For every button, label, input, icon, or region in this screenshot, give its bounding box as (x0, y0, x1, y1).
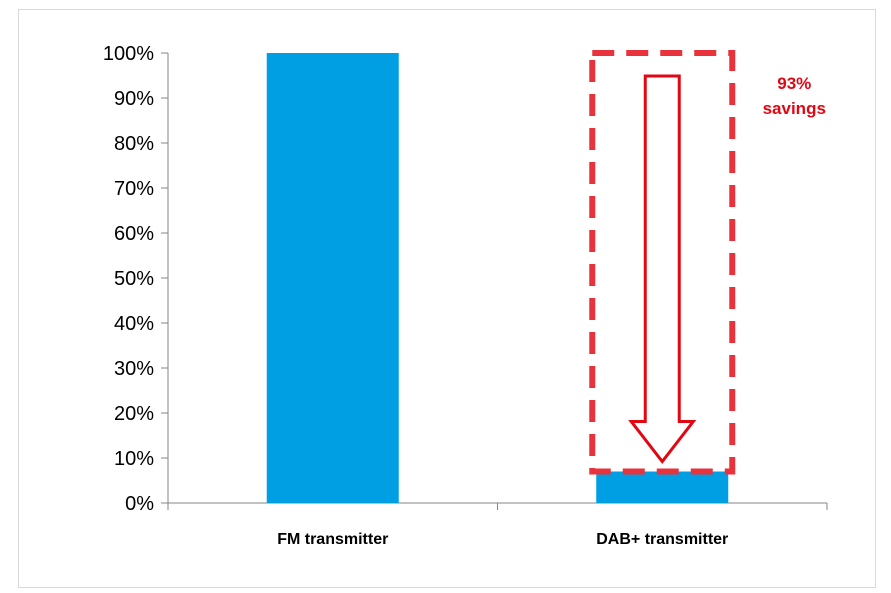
bars (266, 53, 729, 503)
x-category-label: DAB+ transmitter (596, 531, 728, 548)
y-tick-label: 30% (114, 358, 154, 380)
savings-percent-label: 93% (777, 74, 811, 93)
x-axis: FM transmitter DAB+ transmitter (167, 502, 828, 548)
y-tick-label: 100% (103, 43, 154, 65)
y-tick-label: 40% (114, 313, 154, 335)
bar-dab-transmitter (596, 471, 729, 503)
y-tick-label: 60% (114, 223, 154, 245)
x-category-label: FM transmitter (277, 531, 388, 548)
y-tick-label: 50% (114, 268, 154, 290)
y-tick-label: 0% (125, 493, 154, 515)
bar-fm-transmitter (266, 53, 399, 503)
y-tick-label: 80% (114, 133, 154, 155)
savings-highlight-box (589, 50, 736, 475)
down-arrow-icon (628, 74, 697, 464)
y-tick-label: 70% (114, 178, 154, 200)
savings-text-label: savings (763, 99, 826, 118)
y-axis: 0% 10% 20% 30% 40% 50% 60% 70% 80% 90% 100% (103, 43, 169, 515)
y-tick-label: 90% (114, 88, 154, 110)
y-tick-label: 10% (114, 448, 154, 470)
y-tick-label: 20% (114, 403, 154, 425)
savings-annotation: 93% savings (589, 50, 826, 475)
